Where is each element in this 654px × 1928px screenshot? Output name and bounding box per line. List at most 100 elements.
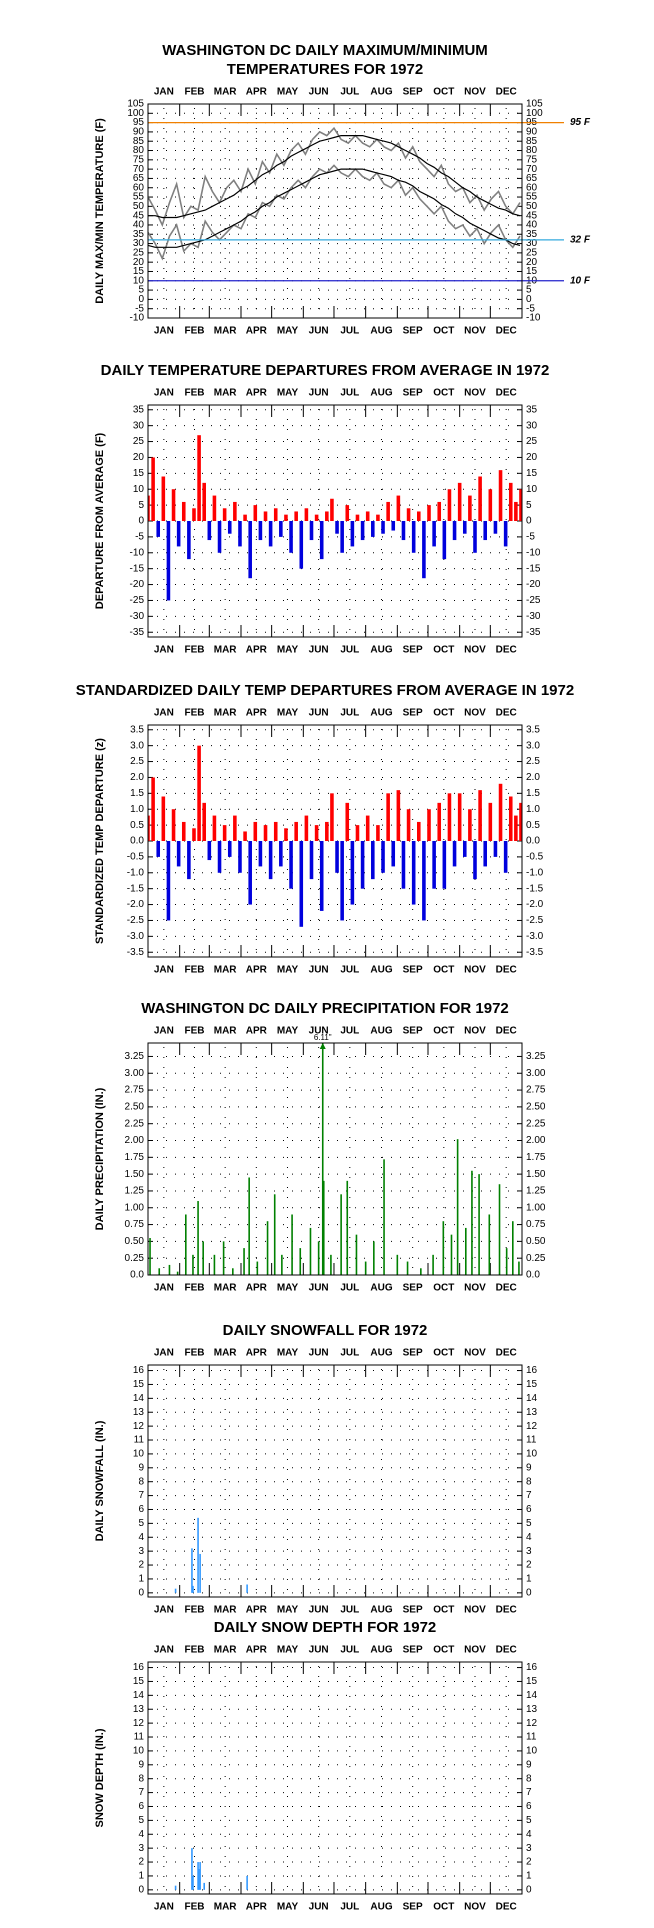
- y-tick-label: 75: [133, 154, 145, 165]
- y-tick-label: 7: [138, 1787, 144, 1798]
- y-tick-label: 10: [133, 1746, 145, 1757]
- bar: [350, 841, 355, 905]
- bar: [304, 815, 309, 841]
- x-tick-label: JUL: [340, 1645, 359, 1656]
- bar: [151, 777, 155, 841]
- reference-label: 95 F: [570, 117, 591, 128]
- x-tick-label: DEC: [496, 1645, 517, 1656]
- bar: [227, 841, 232, 857]
- y-tick-label: 5: [138, 1518, 144, 1529]
- x-tick-label: DEC: [496, 965, 517, 976]
- y-tick-label: 11: [526, 1435, 537, 1446]
- y-tick-label: -1.5: [127, 883, 145, 894]
- x-tick-label: MAY: [277, 1026, 299, 1037]
- bar: [279, 841, 283, 867]
- bar: [309, 1227, 312, 1275]
- bar: [187, 521, 191, 560]
- y-tick-label: -15: [130, 563, 145, 574]
- y-tick-label: 3: [138, 1843, 144, 1854]
- y-tick-label: 45: [133, 210, 145, 221]
- bar: [156, 521, 161, 537]
- bar: [212, 815, 217, 841]
- bar: [268, 841, 273, 880]
- bar: [268, 521, 273, 547]
- y-tick-label: 15: [526, 266, 538, 277]
- y-tick-label: 13: [526, 1704, 538, 1715]
- bar: [355, 825, 360, 841]
- x-tick-label: FEB: [184, 645, 204, 656]
- y-tick-label: 10: [133, 1449, 145, 1460]
- bar: [232, 1268, 234, 1275]
- bar: [447, 489, 452, 521]
- y-tick-label: 2: [526, 1857, 532, 1868]
- y-tick-label: 75: [526, 154, 538, 165]
- x-tick-label: OCT: [433, 388, 454, 399]
- y-tick-label: 15: [526, 1379, 538, 1390]
- bar: [314, 514, 319, 521]
- y-tick-label: -3.5: [127, 947, 145, 958]
- y-tick-label: 10: [526, 1746, 538, 1757]
- y-tick-label: -3.0: [526, 931, 544, 942]
- bar: [197, 1201, 199, 1275]
- y-tick-label: 2.75: [526, 1085, 546, 1096]
- y-tick-label: 35: [133, 404, 145, 415]
- y-tick-label: 35: [133, 229, 145, 240]
- y-tick-label: 2.75: [125, 1085, 145, 1096]
- bar: [478, 790, 482, 841]
- y-tick-label: 0: [138, 294, 144, 305]
- x-tick-label: MAR: [214, 645, 238, 656]
- y-tick-label: 30: [526, 238, 538, 249]
- x-tick-label: MAR: [214, 1348, 238, 1359]
- bar: [371, 841, 375, 880]
- x-tick-label: OCT: [433, 1283, 454, 1294]
- y-tick-label: -15: [526, 563, 541, 574]
- bar: [365, 511, 370, 521]
- y-axis-title: SNOW DEPTH (IN.): [94, 1728, 106, 1827]
- annotation: 6.11": [314, 1033, 332, 1042]
- bar: [498, 470, 503, 521]
- x-tick-label: JUN: [309, 965, 329, 976]
- y-tick-label: 25: [133, 436, 145, 447]
- x-tick-label: JUN: [309, 1902, 329, 1913]
- bar: [158, 1268, 161, 1275]
- bar: [456, 1139, 459, 1275]
- y-tick-label: 5: [138, 1815, 144, 1826]
- bar: [432, 841, 436, 889]
- y-tick-label: 1.25: [125, 1186, 145, 1197]
- y-tick-label: -2.5: [526, 915, 544, 926]
- y-tick-label: 55: [133, 192, 145, 203]
- bar: [386, 793, 390, 841]
- x-tick-label: APR: [246, 1348, 268, 1359]
- bar: [192, 1254, 194, 1275]
- bar: [263, 511, 268, 521]
- plot-frame: [147, 1042, 523, 1276]
- x-tick-label: SEP: [403, 1348, 423, 1359]
- bar: [383, 1159, 385, 1275]
- x-tick-label: JUL: [340, 1283, 359, 1294]
- bar: [304, 508, 309, 521]
- bar: [514, 815, 518, 841]
- y-axis-title: DAILY SNOWFALL (IN.): [94, 1420, 106, 1541]
- x-tick-label: JAN: [154, 87, 174, 98]
- bar: [508, 482, 513, 521]
- x-tick-label: APR: [246, 965, 268, 976]
- bar: [161, 796, 166, 841]
- y-tick-label: 16: [526, 1365, 538, 1376]
- bar: [168, 1264, 171, 1275]
- x-tick-label: APR: [246, 1645, 268, 1656]
- chart-title: WASHINGTON DC DAILY PRECIPITATION FOR 19…: [141, 1000, 509, 1017]
- x-tick-label: JUN: [309, 1026, 329, 1037]
- x-tick-label: NOV: [464, 1902, 486, 1913]
- y-tick-label: 7: [526, 1490, 532, 1501]
- bar: [391, 841, 396, 867]
- bar: [420, 1268, 422, 1275]
- y-tick-label: 16: [526, 1662, 538, 1673]
- y-tick-label: 60: [526, 182, 538, 193]
- bar: [248, 1177, 250, 1275]
- x-tick-label: FEB: [184, 1605, 204, 1616]
- y-tick-label: -10: [130, 547, 145, 558]
- x-tick-label: MAY: [277, 1902, 299, 1913]
- y-tick-label: -2.0: [526, 899, 544, 910]
- x-tick-label: NOV: [464, 1605, 486, 1616]
- bar: [314, 825, 319, 841]
